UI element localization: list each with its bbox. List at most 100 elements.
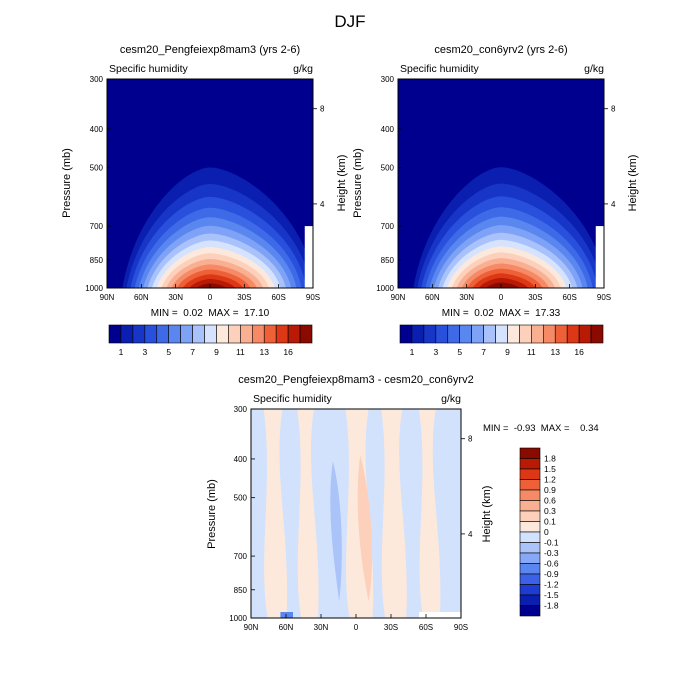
y2-tick-label: 4	[468, 530, 473, 539]
colorbar-label: 9	[214, 347, 219, 357]
colorbar-swatch	[471, 324, 484, 344]
colorbar-label: 3	[142, 347, 147, 357]
contour-level-0.3	[357, 454, 373, 602]
x-tick-label: 60N	[425, 293, 440, 302]
y-tick-label: 300	[381, 75, 395, 84]
colorbar-swatch	[144, 324, 158, 344]
y-tick-label: 700	[381, 222, 395, 231]
colorbar-swatch	[554, 324, 568, 344]
x-tick-label: 30S	[237, 293, 251, 302]
colorbar-label: -0.1	[544, 538, 559, 548]
colorbar-label: 7	[481, 347, 486, 357]
panel-top-left: cesm20_Pengfeiexp8mam3 (yrs 2-6) Specifi…	[61, 44, 348, 357]
x-tick-label: 90N	[100, 293, 115, 302]
colorbar-swatch	[132, 324, 146, 344]
colorbar-swatch	[156, 324, 170, 344]
colorbar-label: 11	[236, 347, 245, 357]
x-tick-label: 90S	[597, 293, 611, 302]
colorbar-swatch	[204, 324, 217, 344]
x-tick-label: 30N	[459, 293, 474, 302]
y2-axis-label: Height (km)	[481, 486, 493, 543]
x-tick-label: 30S	[384, 623, 398, 632]
colorbar-swatch	[180, 324, 193, 344]
colorbar-swatch	[263, 324, 277, 344]
contour-field	[251, 409, 461, 618]
y-tick-label: 300	[90, 75, 104, 84]
colorbar-swatch	[519, 573, 541, 585]
colorbar-swatch	[519, 510, 541, 522]
colorbar-swatch	[519, 468, 541, 480]
panel-title: cesm20_con6yrv2 (yrs 2-6)	[434, 44, 567, 56]
panel-title: cesm20_Pengfeiexp8mam3 (yrs 2-6)	[120, 44, 300, 56]
contour-level-16	[196, 283, 227, 288]
x-tick-label: 60S	[419, 623, 433, 632]
colorbar-swatch	[519, 542, 541, 554]
colorbar-swatch	[435, 324, 449, 344]
colorbar-swatch	[447, 324, 461, 344]
units-label: g/kg	[293, 63, 313, 75]
y-tick-label: 700	[90, 222, 104, 231]
colorbar-swatch	[519, 447, 541, 459]
colorbar-label: 16	[574, 347, 584, 357]
contour-level-0.1	[381, 409, 407, 618]
variable-label: Specific humidity	[253, 393, 333, 405]
colorbar-label: -1.8	[544, 601, 559, 611]
colorbar-label: -0.6	[544, 559, 559, 569]
y-tick-label: 500	[90, 164, 104, 173]
colorbar-swatch	[566, 324, 580, 344]
x-tick-label: 30N	[314, 623, 329, 632]
colorbar-swatch	[519, 479, 541, 491]
colorbar-swatch	[519, 500, 541, 512]
y2-tick-label: 8	[611, 105, 616, 114]
panel-top-right: cesm20_con6yrv2 (yrs 2-6) Specific humid…	[352, 44, 639, 357]
colorbar-swatch	[519, 552, 541, 564]
x-tick-label: 60S	[563, 293, 577, 302]
colorbar-swatch	[542, 324, 556, 344]
colorbar-label: 13	[260, 347, 270, 357]
colorbar-swatch	[287, 324, 301, 344]
colorbar-swatch	[120, 324, 134, 344]
colorbar-swatch	[216, 324, 229, 344]
contour-level--0.6	[280, 612, 293, 618]
y-tick-label: 850	[234, 586, 248, 595]
contour-level-0.1	[263, 409, 288, 618]
colorbar-swatch	[578, 324, 592, 344]
colorbar-swatch	[519, 521, 541, 533]
colorbar-swatch	[399, 324, 413, 344]
colorbar: 1 3 5 7 9 11 13 16	[399, 324, 604, 357]
contour-level-16	[485, 282, 520, 288]
contour-level-0.1	[419, 409, 441, 618]
panel-title: cesm20_Pengfeiexp8mam3 - cesm20_con6yrv2	[238, 374, 473, 386]
colorbar-swatch	[168, 324, 181, 344]
colorbar-swatch	[483, 324, 496, 344]
missing-data	[304, 226, 313, 288]
colorbar-swatch	[299, 324, 313, 344]
colorbar: 1 3 5 7 9 11 13 16	[108, 324, 313, 357]
colorbar-label: 11	[527, 347, 536, 357]
contour-field	[398, 79, 604, 288]
min-max-stats: MIN = -0.93 MAX = 0.34	[483, 423, 599, 434]
colorbar-swatch	[423, 324, 437, 344]
y-tick-label: 500	[381, 164, 395, 173]
colorbar-swatch	[519, 324, 532, 344]
colorbar-label: 5	[166, 347, 171, 357]
colorbar-swatch	[411, 324, 425, 344]
y-tick-label: 400	[90, 125, 104, 134]
colorbar-label: -0.9	[544, 569, 559, 579]
colorbar-label: 13	[551, 347, 561, 357]
units-label: g/kg	[584, 63, 604, 75]
colorbar-swatch	[495, 324, 508, 344]
colorbar-swatch	[228, 324, 241, 344]
x-tick-label: 0	[499, 293, 504, 302]
variable-label: Specific humidity	[109, 63, 189, 75]
colorbar-label: 0.9	[544, 485, 556, 495]
contour-field	[107, 79, 313, 288]
x-tick-label: 60S	[272, 293, 286, 302]
y-tick-label: 300	[234, 405, 248, 414]
y2-tick-label: 4	[320, 200, 325, 209]
y-tick-label: 500	[234, 494, 248, 503]
colorbar-swatch	[275, 324, 289, 344]
colorbar-swatch	[192, 324, 205, 344]
y-tick-label: 850	[381, 256, 395, 265]
y-tick-label: 1000	[376, 284, 394, 293]
